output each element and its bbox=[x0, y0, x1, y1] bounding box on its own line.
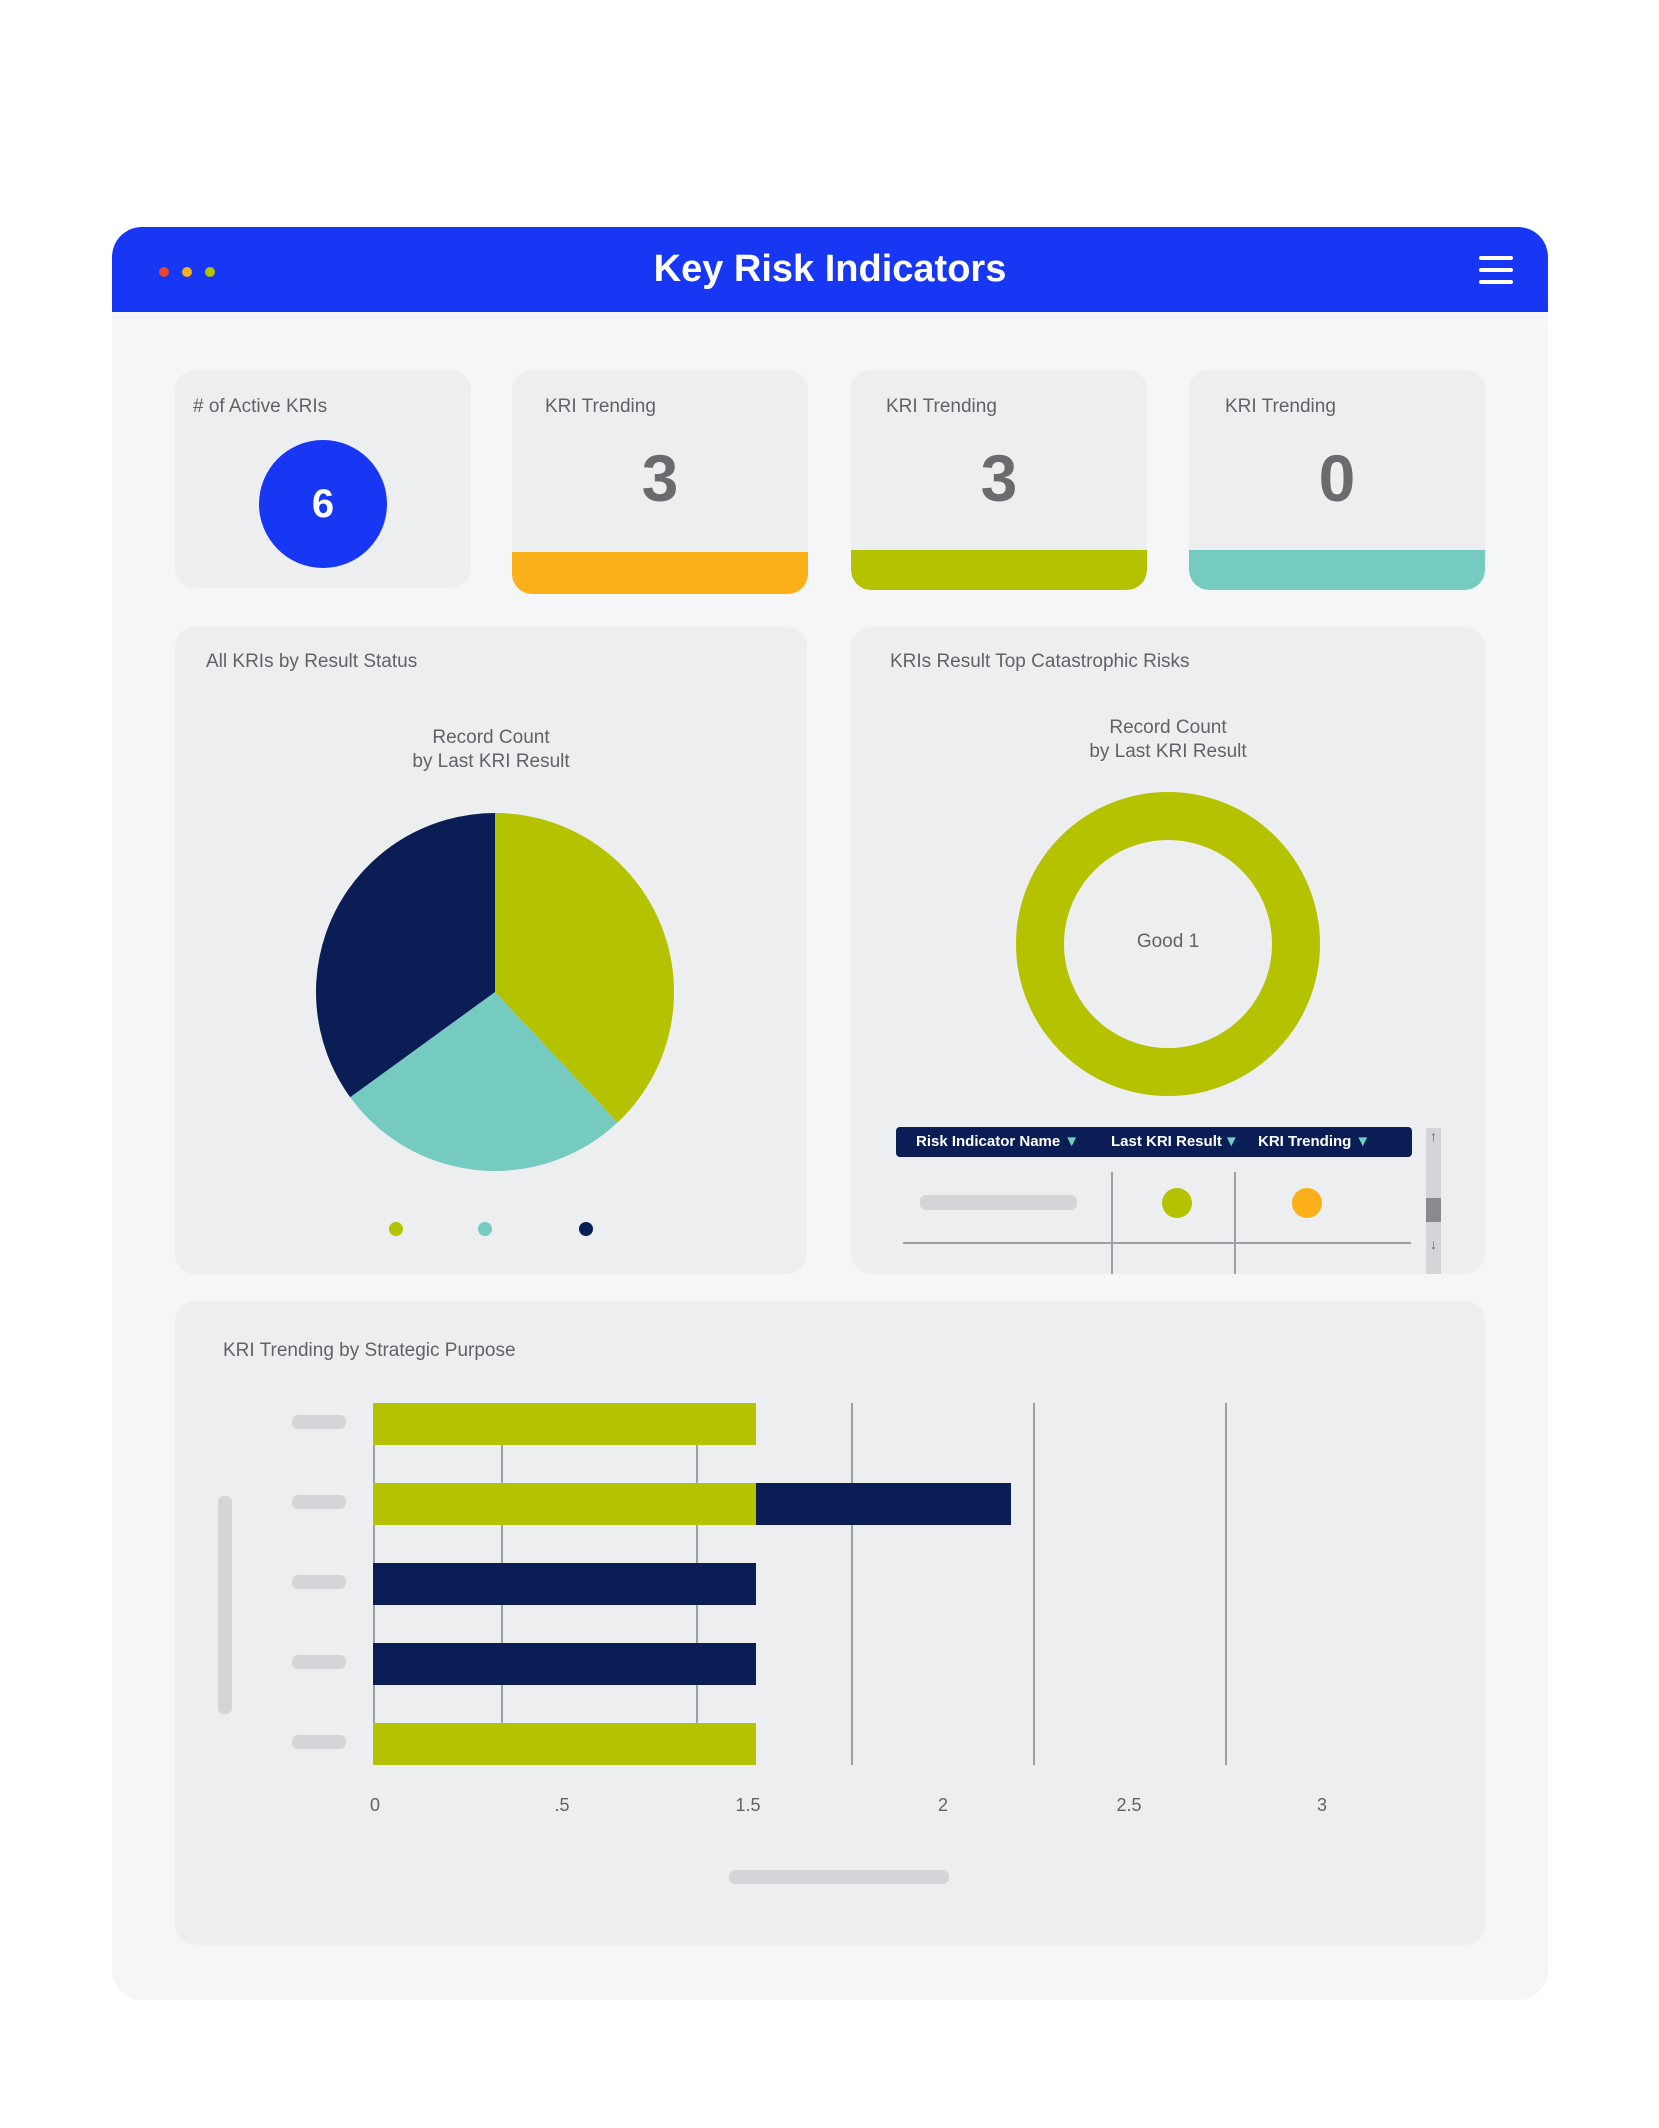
kri-trending-label: KRI Trending bbox=[545, 396, 656, 417]
pie-slice-2[interactable] bbox=[316, 813, 495, 1098]
category-label-placeholder bbox=[292, 1415, 346, 1429]
donut-caption-line2: by Last KRI Result bbox=[1089, 741, 1247, 762]
table-divider bbox=[1234, 1172, 1236, 1274]
kri-trending-card-1[interactable]: KRI Trending 3 bbox=[512, 370, 808, 594]
bar-segment[interactable] bbox=[373, 1403, 756, 1445]
scroll-thumb[interactable] bbox=[1426, 1198, 1441, 1222]
kri-trending-value: 3 bbox=[980, 441, 1018, 515]
kri-trending-card-3[interactable]: KRI Trending 0 bbox=[1189, 370, 1485, 590]
bar-segment[interactable] bbox=[373, 1483, 756, 1525]
sort-down-icon[interactable]: ▼ bbox=[1223, 1133, 1239, 1150]
kri-trending-band bbox=[1189, 550, 1485, 590]
donut-slice-good[interactable] bbox=[1016, 792, 1320, 1096]
active-kris-count: 6 bbox=[259, 440, 387, 568]
category-label-placeholder bbox=[292, 1575, 346, 1589]
grid-line bbox=[851, 1403, 853, 1765]
window-dot-red[interactable] bbox=[159, 267, 169, 277]
sort-down-icon[interactable]: ▼ bbox=[1355, 1133, 1371, 1150]
active-kris-label: # of Active KRIs bbox=[193, 396, 328, 417]
pie-chart[interactable] bbox=[305, 802, 685, 1182]
donut-chart[interactable] bbox=[1016, 792, 1320, 1096]
x-tick-label: .5 bbox=[554, 1795, 570, 1815]
pie-panel: All KRIs by Result Status Record Count b… bbox=[175, 627, 807, 1274]
app-window: Key Risk Indicators # of Active KRIs 6 K… bbox=[112, 227, 1548, 2000]
window-dot-green[interactable] bbox=[205, 267, 215, 277]
col-kri-trending[interactable]: KRI Trending ▼ bbox=[1258, 1133, 1371, 1150]
grid-line bbox=[1033, 1403, 1035, 1765]
donut-panel-title: KRIs Result Top Catastrophic Risks bbox=[890, 651, 1190, 672]
page-title: Key Risk Indicators bbox=[653, 248, 1007, 290]
bar-panel: KRI Trending by Strategic Purpose 0 .5 1.5… bbox=[175, 1301, 1485, 1945]
hamburger-icon[interactable] bbox=[1479, 256, 1513, 284]
x-tick-label: 2 bbox=[937, 1795, 949, 1815]
kri-trending-value: 3 bbox=[641, 441, 679, 515]
donut-caption-line1: Record Count bbox=[1109, 717, 1227, 738]
pie-slice-0[interactable] bbox=[495, 813, 674, 1123]
trending-indicator bbox=[1292, 1188, 1322, 1218]
last-result-indicator bbox=[1162, 1188, 1192, 1218]
kri-trending-value: 0 bbox=[1318, 441, 1356, 515]
kri-trending-label: KRI Trending bbox=[886, 396, 997, 417]
table-divider bbox=[1111, 1172, 1113, 1274]
x-tick-label: 0 bbox=[369, 1795, 381, 1815]
bar-chart: 0 .5 1.5 2 2.5 3 bbox=[175, 1301, 1485, 1945]
bar-segment[interactable] bbox=[373, 1563, 756, 1605]
kri-trending-label: KRI Trending bbox=[1225, 396, 1336, 417]
kri-trending-band bbox=[851, 550, 1147, 590]
x-tick-label: 1.5 bbox=[735, 1795, 761, 1815]
category-label-placeholder bbox=[292, 1655, 346, 1669]
risk-name-placeholder bbox=[920, 1195, 1077, 1210]
col-risk-indicator-name[interactable]: Risk Indicator Name ▼ bbox=[916, 1133, 1080, 1150]
sort-down-icon[interactable]: ▼ bbox=[1064, 1133, 1080, 1150]
pie-slice-1[interactable] bbox=[350, 992, 618, 1171]
table-row-line bbox=[903, 1242, 1411, 1244]
title-bar: Key Risk Indicators bbox=[112, 227, 1548, 312]
donut-center-label: Good 1 bbox=[1136, 931, 1200, 952]
horizontal-scrollbar[interactable] bbox=[729, 1870, 949, 1884]
category-label-placeholder bbox=[292, 1735, 346, 1749]
x-tick-label: 3 bbox=[1316, 1795, 1328, 1815]
donut-panel: KRIs Result Top Catastrophic Risks Recor… bbox=[851, 627, 1485, 1274]
scroll-down-arrow[interactable]: ↓ bbox=[1430, 1236, 1437, 1252]
bar-panel-title: KRI Trending by Strategic Purpose bbox=[223, 1340, 516, 1361]
legend-dot-lime bbox=[389, 1222, 403, 1236]
bar-segment[interactable] bbox=[373, 1643, 756, 1685]
legend-dot-navy bbox=[579, 1222, 593, 1236]
bar-segment[interactable] bbox=[373, 1723, 756, 1765]
table-scrollbar[interactable]: ↑ ↓ bbox=[1426, 1128, 1441, 1274]
pie-caption-line1: Record Count bbox=[432, 727, 550, 748]
kri-trending-card-2[interactable]: KRI Trending 3 bbox=[851, 370, 1147, 590]
window-dot-yellow[interactable] bbox=[182, 267, 192, 277]
bar-segment[interactable] bbox=[755, 1483, 1011, 1525]
kri-trending-band bbox=[512, 552, 808, 594]
category-label-placeholder bbox=[292, 1495, 346, 1509]
scroll-up-arrow[interactable]: ↑ bbox=[1430, 1128, 1437, 1144]
grid-line bbox=[1225, 1403, 1227, 1765]
pie-caption-line2: by Last KRI Result bbox=[412, 751, 570, 772]
col-last-kri-result[interactable]: Last KRI Result ▼ bbox=[1111, 1133, 1239, 1150]
vertical-scrollbar[interactable] bbox=[218, 1496, 232, 1714]
x-tick-label: 2.5 bbox=[1116, 1795, 1142, 1815]
pie-panel-title: All KRIs by Result Status bbox=[206, 651, 418, 672]
table-header: Risk Indicator Name ▼ Last KRI Result ▼ KR… bbox=[896, 1127, 1412, 1157]
legend-dot-teal bbox=[478, 1222, 492, 1236]
active-kris-card[interactable]: # of Active KRIs 6 bbox=[175, 370, 471, 588]
